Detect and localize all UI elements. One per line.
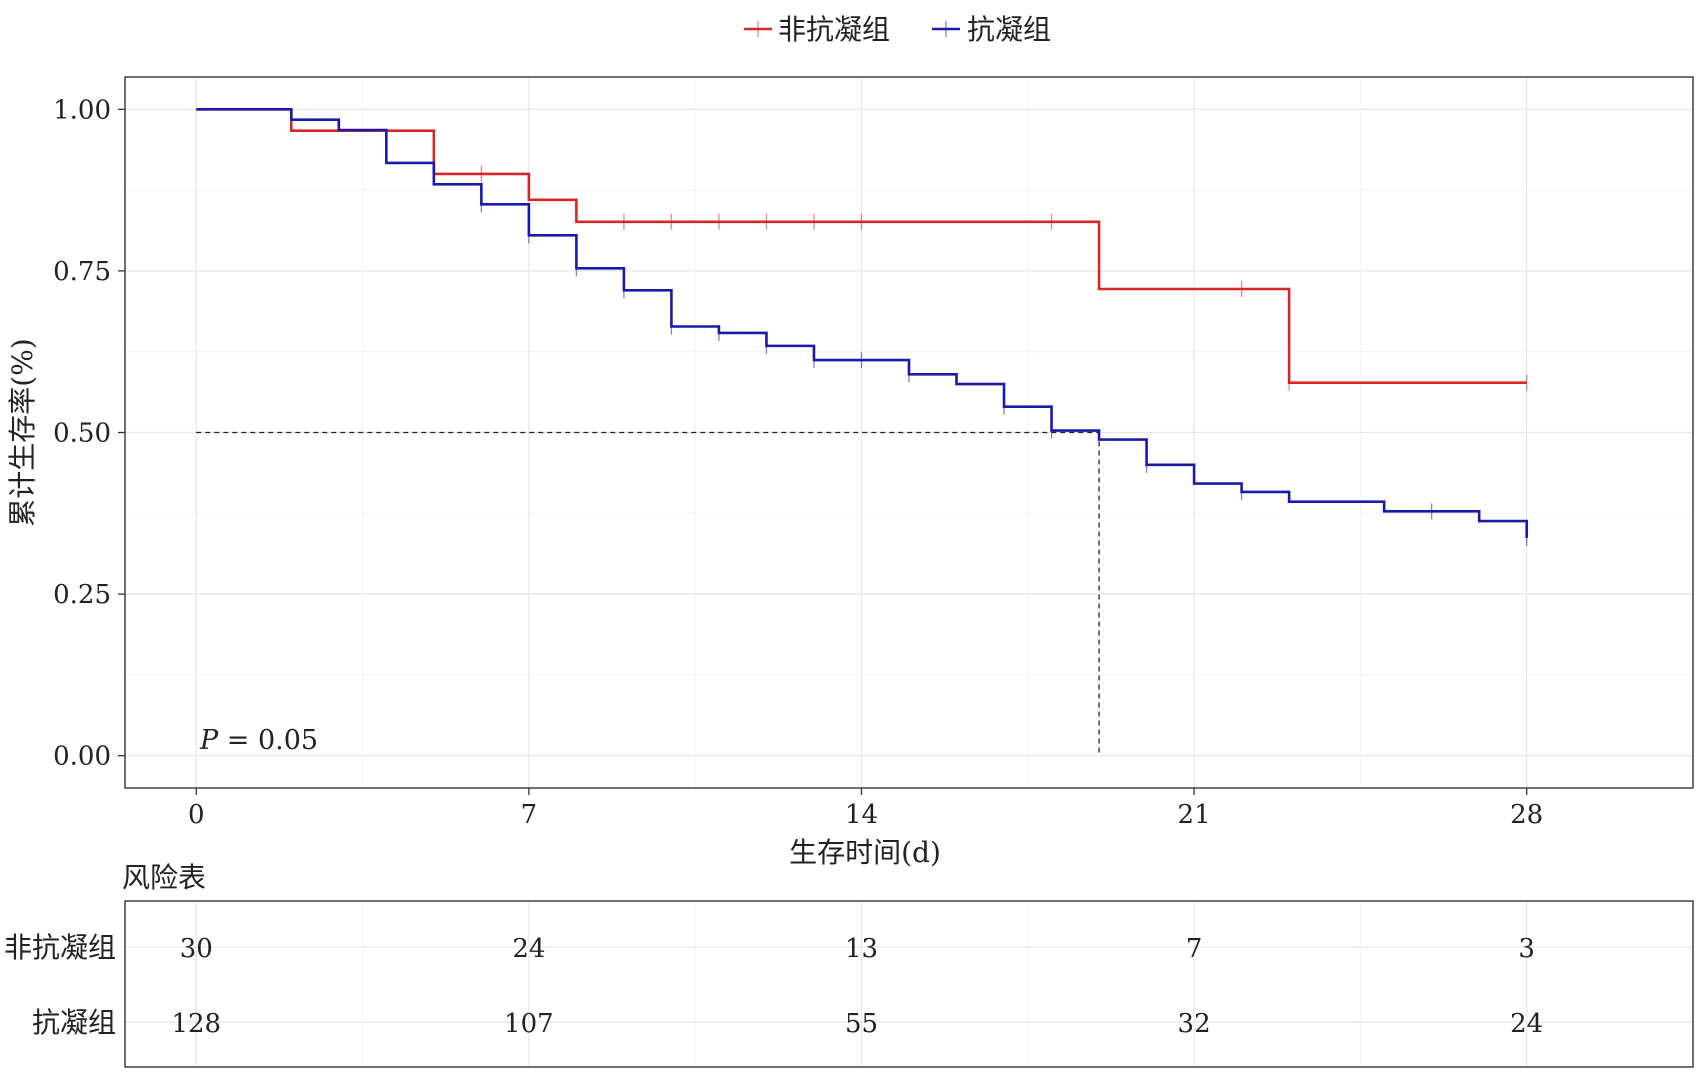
risk-cell: 13 bbox=[845, 934, 878, 964]
risk-row: 抗凝组 128 107 55 32 24 bbox=[32, 1006, 1543, 1039]
series-1 bbox=[196, 108, 1528, 391]
risk-cell: 32 bbox=[1178, 1009, 1211, 1039]
y-tick-label: 0.00 bbox=[53, 742, 111, 772]
legend-label: 非抗凝组 bbox=[778, 13, 890, 46]
risk-table-frame bbox=[124, 900, 1694, 1068]
risk-cell: 24 bbox=[512, 934, 545, 964]
legend-label: 抗凝组 bbox=[967, 13, 1051, 46]
risk-cell: 55 bbox=[845, 1009, 878, 1039]
y-tick-label: 0.25 bbox=[53, 580, 111, 610]
risk-cell: 3 bbox=[1518, 934, 1535, 964]
y-tick-label: 0.50 bbox=[53, 419, 111, 449]
risk-row-label: 抗凝组 bbox=[32, 1006, 116, 1039]
x-tick-label: 21 bbox=[1178, 800, 1211, 830]
p-value-annotation: P = 0.05 bbox=[199, 725, 318, 756]
risk-row: 非抗凝组 30 24 13 7 3 bbox=[4, 931, 1535, 964]
series-line bbox=[196, 108, 1527, 385]
legend-item: 抗凝组 bbox=[932, 13, 1051, 46]
risk-cell: 128 bbox=[171, 1009, 221, 1039]
x-tick-label: 0 bbox=[188, 800, 205, 830]
x-tick-label: 14 bbox=[845, 800, 878, 830]
legend: 非抗凝组 抗凝组 bbox=[744, 13, 1051, 46]
risk-cell: 30 bbox=[180, 934, 213, 964]
grid-minor bbox=[125, 77, 1693, 788]
y-tick-label: 1.00 bbox=[53, 95, 111, 125]
risk-table-title: 风险表 bbox=[122, 861, 206, 894]
risk-cell: 7 bbox=[1186, 934, 1203, 964]
x-tick-label: 7 bbox=[521, 800, 538, 830]
grid-major bbox=[125, 77, 1693, 788]
x-axis-title: 生存时间(d) bbox=[789, 836, 941, 869]
risk-row-label: 非抗凝组 bbox=[4, 931, 116, 964]
x-tick-label: 28 bbox=[1510, 800, 1543, 830]
risk-cell: 107 bbox=[504, 1009, 554, 1039]
y-axis-title: 累计生存率(%) bbox=[6, 338, 39, 526]
series-2 bbox=[196, 108, 1528, 546]
legend-item: 非抗凝组 bbox=[744, 13, 890, 46]
y-tick-label: 0.75 bbox=[53, 257, 111, 287]
risk-cell: 24 bbox=[1510, 1009, 1543, 1039]
risk-table-grid bbox=[125, 901, 1693, 1067]
